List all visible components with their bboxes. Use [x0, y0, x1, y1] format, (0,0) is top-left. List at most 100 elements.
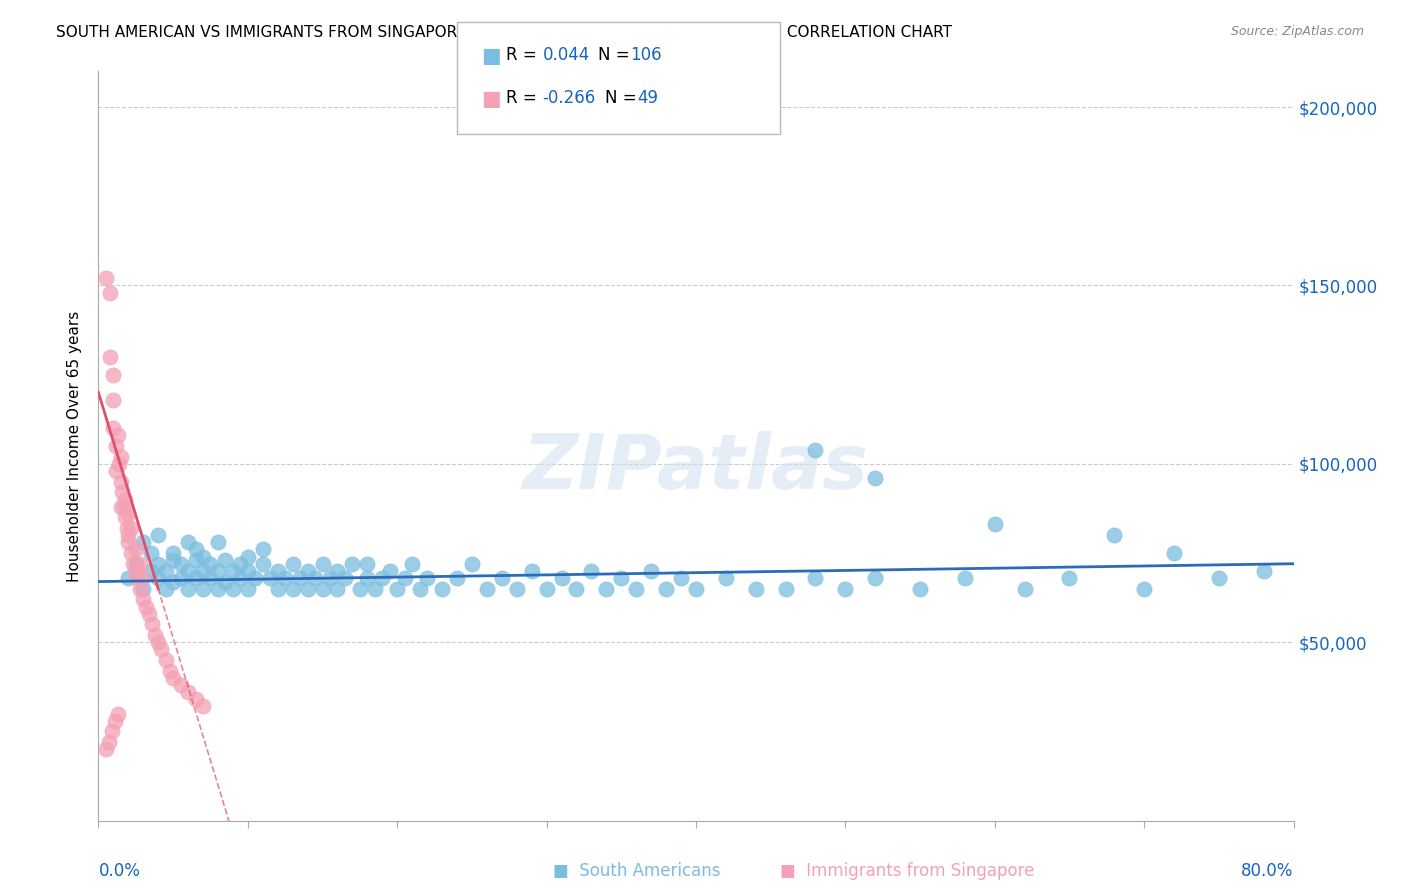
Point	[121, 557, 143, 571]
Point	[356, 557, 378, 571]
Point	[177, 535, 200, 549]
Point	[1059, 571, 1081, 585]
Text: 80.0%: 80.0%	[1241, 862, 1294, 880]
Point	[107, 428, 129, 442]
Point	[127, 571, 149, 585]
Point	[408, 582, 430, 596]
Point	[610, 571, 633, 585]
Point	[162, 546, 184, 560]
Point	[267, 564, 290, 578]
Point	[1253, 564, 1275, 578]
Point	[565, 582, 588, 596]
Point	[491, 571, 513, 585]
Point	[184, 571, 207, 585]
Text: SOUTH AMERICAN VS IMMIGRANTS FROM SINGAPORE HOUSEHOLDER INCOME OVER 65 YEARS COR: SOUTH AMERICAN VS IMMIGRANTS FROM SINGAP…	[56, 25, 952, 40]
Point	[110, 450, 132, 464]
Point	[200, 557, 222, 571]
Point	[214, 574, 236, 589]
Text: 0.0%: 0.0%	[98, 862, 141, 880]
Point	[385, 582, 409, 596]
Point	[333, 571, 356, 585]
Point	[311, 557, 333, 571]
Point	[550, 571, 572, 585]
Point	[162, 671, 184, 685]
Point	[107, 706, 129, 721]
Point	[169, 571, 191, 585]
Point	[135, 599, 157, 614]
Point	[281, 582, 304, 596]
Point	[356, 571, 378, 585]
Point	[105, 439, 128, 453]
Point	[112, 500, 135, 514]
Point	[229, 571, 252, 585]
Point	[1208, 571, 1230, 585]
Text: Source: ZipAtlas.com: Source: ZipAtlas.com	[1230, 25, 1364, 38]
Point	[581, 564, 603, 578]
Point	[655, 582, 678, 596]
Point	[834, 582, 856, 596]
Point	[125, 542, 148, 557]
Point	[1014, 582, 1036, 596]
Point	[446, 571, 468, 585]
Point	[169, 678, 191, 692]
Point	[245, 571, 267, 585]
Point	[155, 564, 177, 578]
Point	[1163, 546, 1185, 560]
Point	[1133, 582, 1156, 596]
Point	[267, 582, 290, 596]
Point	[148, 571, 170, 585]
Point	[98, 285, 122, 300]
Point	[259, 571, 281, 585]
Point	[640, 564, 662, 578]
Point	[281, 557, 304, 571]
Point	[401, 557, 423, 571]
Point	[114, 492, 136, 507]
Point	[311, 582, 333, 596]
Point	[97, 735, 120, 749]
Point	[191, 582, 214, 596]
Point	[669, 571, 692, 585]
Point	[132, 592, 155, 607]
Point	[103, 368, 125, 382]
Point	[364, 582, 387, 596]
Point	[236, 564, 259, 578]
Point	[117, 571, 139, 585]
Point	[148, 635, 170, 649]
Point	[953, 571, 976, 585]
Point	[162, 574, 184, 589]
Point	[288, 571, 311, 585]
Point	[595, 582, 617, 596]
Point	[714, 571, 737, 585]
Point	[177, 582, 200, 596]
Text: -0.266: -0.266	[543, 89, 596, 107]
Text: 106: 106	[630, 46, 661, 64]
Point	[162, 553, 184, 567]
Point	[177, 685, 200, 699]
Point	[297, 582, 319, 596]
Point	[120, 546, 142, 560]
Point	[141, 617, 163, 632]
Point	[143, 628, 166, 642]
Point	[110, 500, 132, 514]
Point	[908, 582, 931, 596]
Point	[115, 521, 138, 535]
Point	[129, 582, 152, 596]
Text: 49: 49	[637, 89, 658, 107]
Point	[117, 507, 139, 521]
Point	[984, 517, 1007, 532]
Point	[125, 564, 148, 578]
Point	[229, 557, 252, 571]
Point	[155, 653, 177, 667]
Text: 0.044: 0.044	[543, 46, 591, 64]
Point	[378, 564, 401, 578]
Point	[775, 582, 797, 596]
Point	[297, 564, 319, 578]
Point	[252, 557, 274, 571]
Point	[536, 582, 558, 596]
Point	[236, 549, 259, 564]
Y-axis label: Householder Income Over 65 years: Householder Income Over 65 years	[67, 310, 83, 582]
Point	[685, 582, 707, 596]
Point	[132, 582, 155, 596]
Point	[804, 571, 827, 585]
Point	[626, 582, 648, 596]
